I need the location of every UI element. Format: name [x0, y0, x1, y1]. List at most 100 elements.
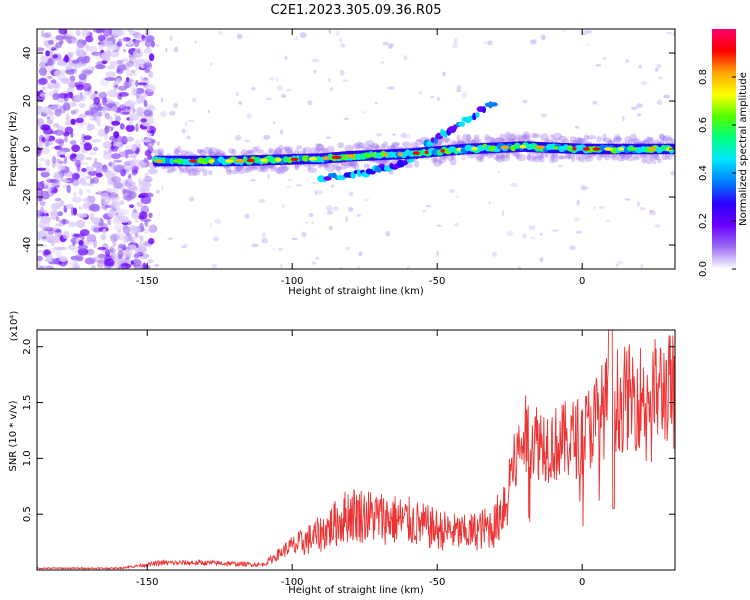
noise-blob — [48, 110, 54, 117]
ridge-haze — [539, 151, 545, 159]
noise-blob — [72, 60, 80, 64]
ridge-haze — [629, 133, 637, 141]
ridge-peak — [582, 147, 590, 151]
speck — [625, 58, 630, 64]
noise-blob — [72, 241, 76, 247]
ridge-haze — [474, 152, 484, 160]
noise-blob — [111, 200, 117, 205]
noise-blob — [47, 68, 51, 74]
speck — [211, 263, 218, 269]
speck — [442, 71, 446, 77]
noise-blob — [145, 132, 153, 136]
ridge-haze — [255, 166, 265, 172]
speck — [308, 213, 314, 218]
ridge-haze — [364, 140, 375, 147]
speck — [539, 232, 543, 236]
speck — [364, 198, 370, 202]
noise-blob — [37, 266, 45, 269]
ridge-haze — [278, 165, 289, 173]
noise-blob — [57, 93, 69, 99]
noise-blob — [143, 157, 149, 163]
noise-blob — [122, 225, 131, 235]
speck — [287, 178, 293, 181]
ridge-haze — [370, 144, 380, 150]
snr-panel: -150 -100 -50 0 0.5 1.0 1.5 2.0 Height of stra… — [8, 311, 676, 596]
speck — [307, 100, 313, 106]
noise-blob — [52, 93, 60, 101]
noise-blob — [59, 154, 66, 158]
noise-blob — [138, 235, 144, 240]
noise-blob — [56, 125, 65, 131]
noise-blob — [96, 111, 103, 117]
ridge-haze — [624, 136, 632, 143]
speck — [328, 225, 333, 231]
noise-blob — [98, 44, 104, 50]
ridge-haze — [539, 155, 545, 163]
x-tick-label: -50 — [429, 276, 445, 287]
noise-blob — [108, 162, 113, 167]
ridge-haze — [432, 158, 443, 167]
speck — [380, 61, 385, 64]
noise-blob — [115, 141, 121, 147]
speck — [418, 90, 423, 96]
ridge-peak — [500, 145, 510, 150]
speck — [461, 155, 467, 161]
ridge-haze — [437, 139, 443, 146]
ridge-haze — [278, 144, 284, 152]
ridge-haze — [596, 152, 603, 161]
noise-blob — [148, 70, 154, 79]
noise-blob — [115, 78, 122, 84]
noise-blob — [145, 104, 154, 111]
ridge-haze — [473, 137, 480, 145]
noise-blob — [110, 233, 121, 241]
noise-blob — [55, 249, 63, 259]
noise-blob — [137, 143, 142, 148]
speck — [313, 69, 317, 74]
speck — [265, 97, 273, 100]
noise-blob — [118, 92, 129, 97]
snr-x-label: Height of straight line (km) — [288, 585, 424, 596]
ridge-peak — [412, 151, 420, 155]
snr-frame — [36, 329, 676, 571]
noise-blob — [59, 256, 68, 263]
speck — [244, 139, 251, 143]
speck — [189, 196, 195, 202]
speck — [656, 63, 662, 69]
speck — [328, 78, 331, 83]
speck — [456, 85, 462, 91]
noise-blob — [144, 150, 152, 157]
speck — [387, 86, 395, 90]
snr-y-multiplier: (x10⁴) — [9, 311, 20, 342]
speck — [648, 209, 653, 213]
ridge-haze — [518, 136, 524, 143]
ridge-haze — [225, 166, 232, 173]
noise-blob — [83, 197, 94, 204]
noise-blob — [126, 259, 132, 264]
ridge-haze — [173, 149, 180, 156]
noise-blob — [88, 170, 98, 176]
noise-blob — [54, 70, 61, 77]
noise-blob — [82, 202, 89, 209]
noise-blob — [118, 243, 127, 249]
noise-blob — [118, 104, 127, 111]
ridge-haze — [466, 134, 472, 142]
noise-blob — [113, 164, 123, 173]
noise-blob — [51, 182, 61, 187]
noise-blob — [75, 48, 83, 57]
noise-blob — [50, 210, 58, 216]
ridge-haze — [515, 154, 522, 159]
ridge-haze — [487, 151, 493, 159]
speck — [569, 245, 576, 250]
noise-blob — [37, 249, 45, 253]
speck — [640, 263, 644, 269]
ridge-haze — [262, 164, 269, 173]
noise-blob — [102, 141, 112, 149]
ridge-peak — [572, 146, 577, 151]
noise-blob — [78, 102, 86, 109]
speck — [663, 94, 671, 99]
noise-blob — [40, 56, 51, 60]
noise-blob — [110, 234, 117, 243]
ridge-peak — [331, 155, 342, 160]
ridge-haze — [644, 137, 654, 143]
noise-blob — [133, 253, 140, 259]
